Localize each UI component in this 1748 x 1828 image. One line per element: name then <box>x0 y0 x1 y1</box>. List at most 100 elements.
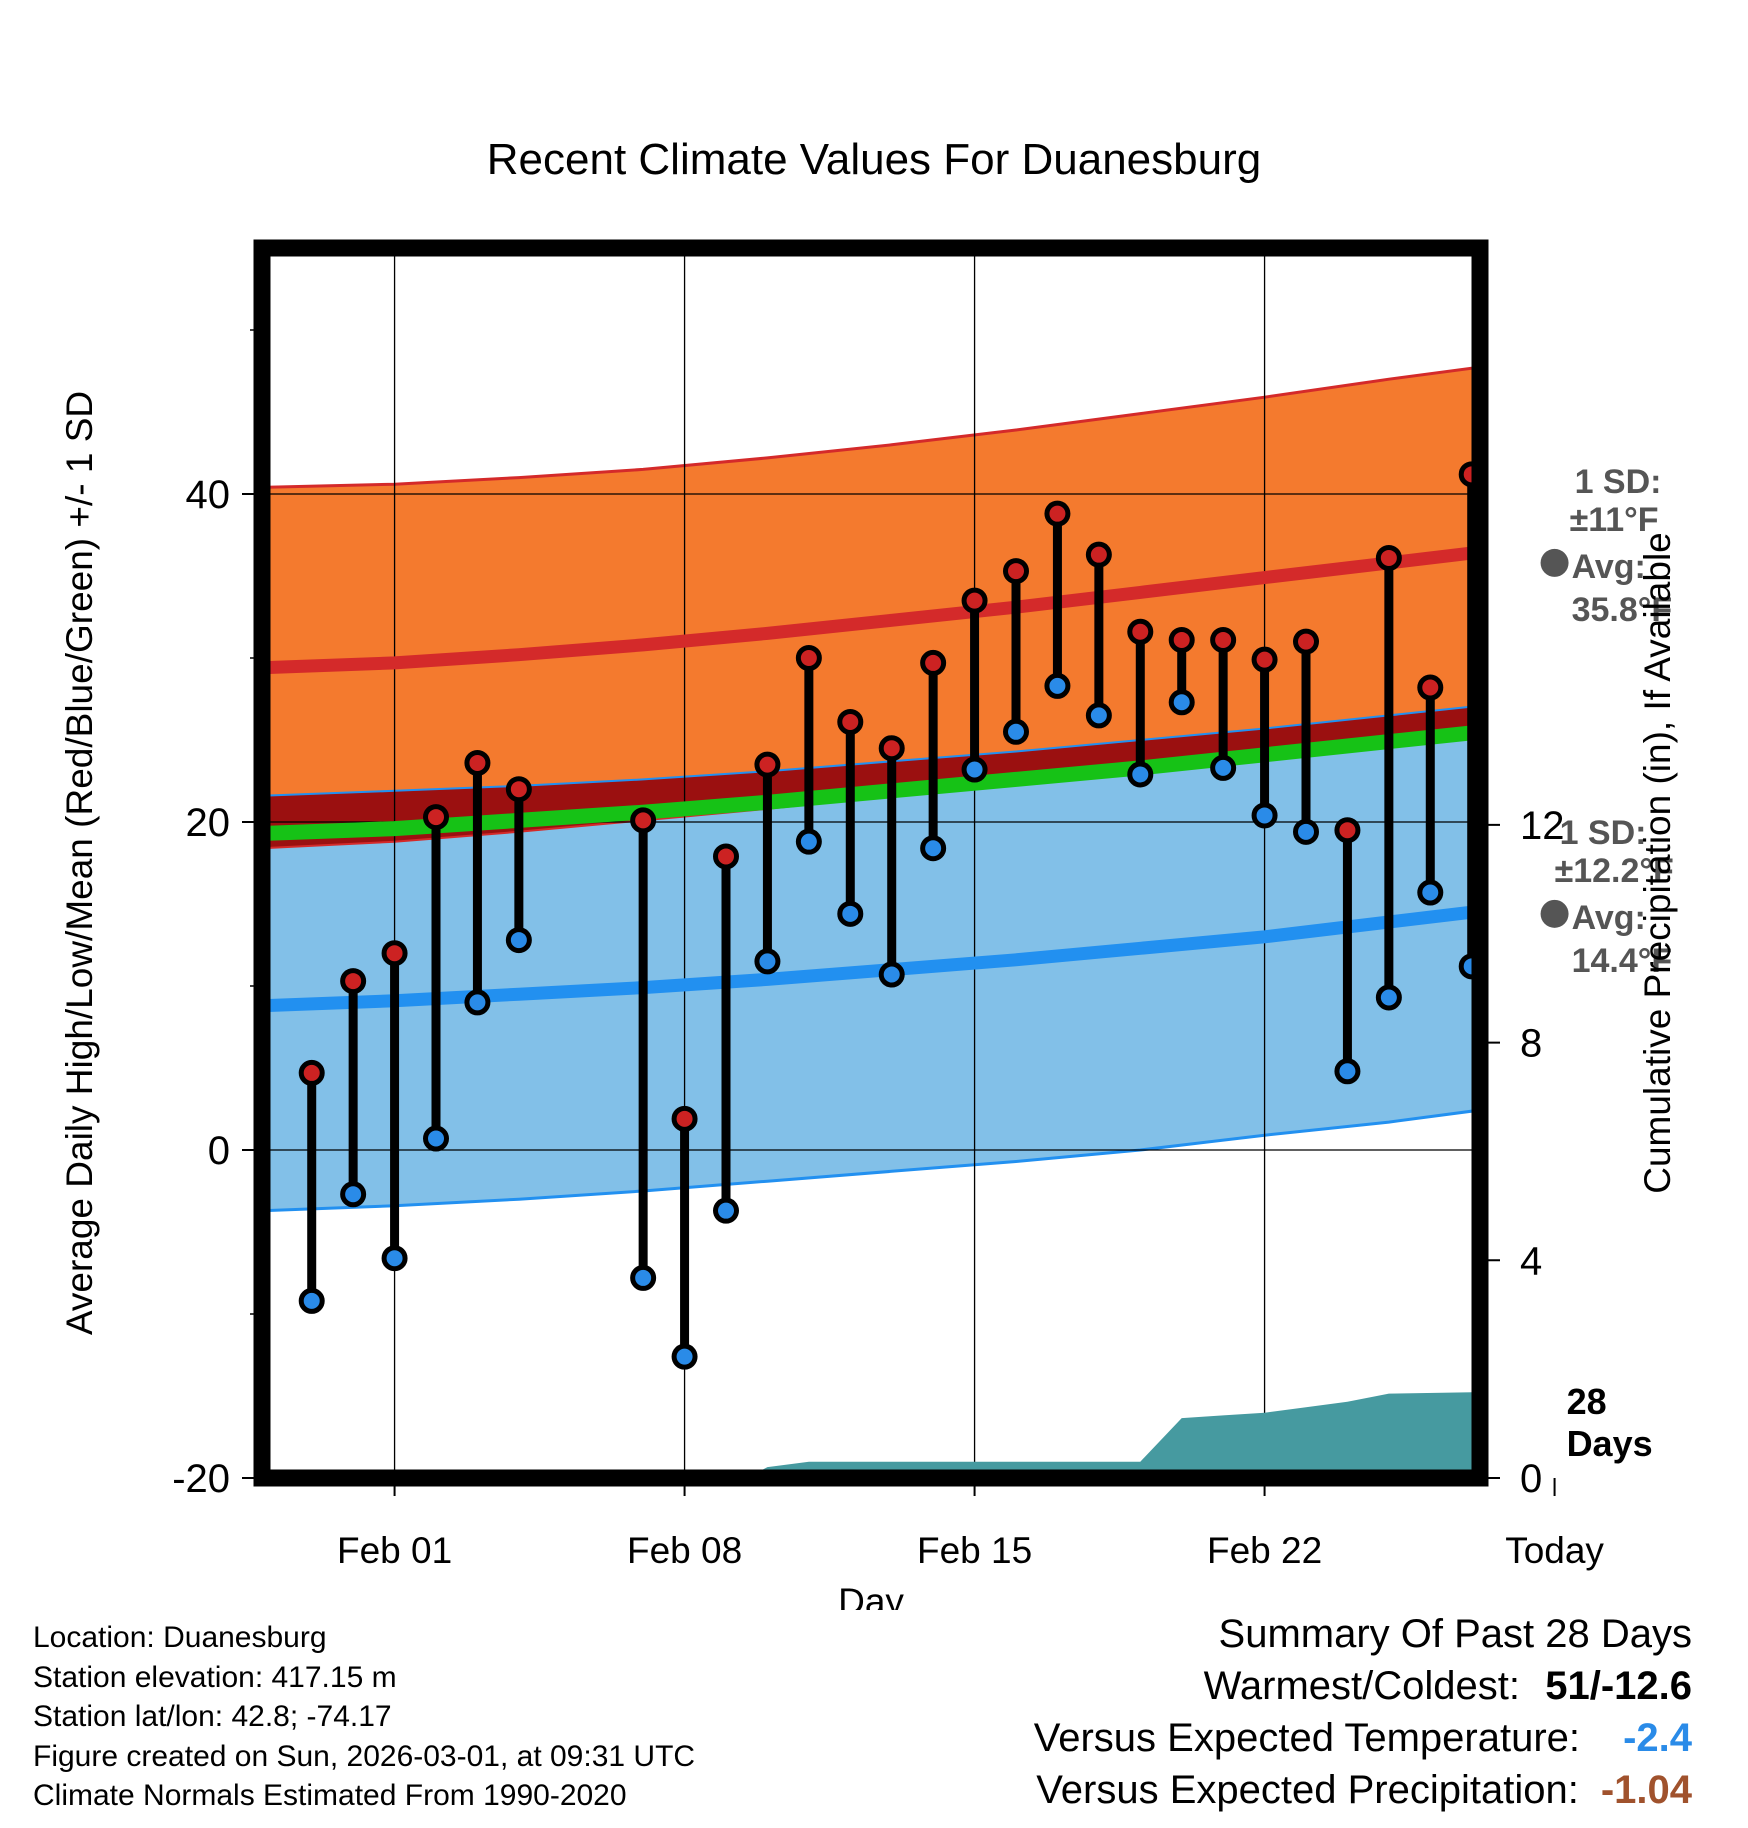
high-point <box>1168 626 1195 653</box>
temp-row: Versus Expected Temperature: -2.4 <box>1034 1712 1692 1764</box>
high-point <box>1503 303 1524 324</box>
climate-chart: Recent Climate Values For Duanesburg 1 S… <box>59 135 1678 1610</box>
high-point <box>340 968 367 995</box>
low-point <box>878 961 905 988</box>
high-point <box>1210 626 1237 653</box>
x-tick-label: Feb 08 <box>627 1530 742 1571</box>
low-point <box>1375 984 1402 1011</box>
high-point <box>1127 618 1154 645</box>
low-point <box>630 1264 657 1291</box>
low-point <box>1417 879 1444 906</box>
low-point <box>1503 764 1524 785</box>
days-count-text: 28 <box>1567 1381 1607 1422</box>
low-lower-edge <box>262 1108 1480 1213</box>
x-tick-label: Today <box>1505 1530 1604 1571</box>
low-point <box>1210 754 1237 781</box>
y-tick-label: 20 <box>186 801 231 845</box>
low-point <box>1127 761 1154 788</box>
high-sd-band <box>262 367 1480 849</box>
mean-normal-line <box>262 724 1480 841</box>
days-label-text: Days <box>1567 1423 1653 1464</box>
low-point <box>1334 1058 1361 1085</box>
y-tick-label: 0 <box>208 1129 230 1173</box>
annotation-text: ±12.2°F <box>1555 852 1674 890</box>
low-point <box>464 989 491 1016</box>
low-point <box>340 1181 367 1208</box>
annotation-text: 14.4°F <box>1572 942 1673 980</box>
elevation-text: Station elevation: 417.15 m <box>33 1660 397 1694</box>
annotation-text: 1 SD: <box>1575 463 1662 501</box>
y2-tick-label: 8 <box>1520 1022 1542 1066</box>
annotation-text: 35.8°F <box>1572 591 1673 629</box>
y-axis-label: Average Daily High/Low/Mean (Red/Blue/Gr… <box>59 391 100 1335</box>
normals-text: Climate Normals Estimated From 1990-2020 <box>33 1779 627 1812</box>
chart-title: Recent Climate Values For Duanesburg <box>487 135 1261 184</box>
high-point <box>464 749 491 776</box>
avg-marker <box>1540 899 1569 928</box>
low-point <box>1085 702 1112 729</box>
high-point <box>878 735 905 762</box>
high-upper-edge <box>262 365 1480 489</box>
low-point <box>713 1197 739 1224</box>
high-point <box>837 708 864 735</box>
precip-value: -1.04 <box>1600 1768 1692 1812</box>
low-point <box>423 1125 449 1152</box>
warmest-row: Warmest/Coldest: 51/-12.6 <box>1034 1660 1692 1712</box>
high-point <box>795 645 822 671</box>
low-point <box>920 835 947 862</box>
low-sd-band <box>262 705 1480 1211</box>
y-tick-label: 40 <box>186 473 231 517</box>
precip-row: Versus Expected Precipitation: -1.04 <box>1034 1764 1692 1816</box>
high-point <box>1085 541 1112 568</box>
low-point <box>961 756 988 783</box>
y-tick-label: -20 <box>172 1457 230 1501</box>
high-point <box>381 940 408 967</box>
low-point <box>298 1287 325 1314</box>
x-tick-label: Feb 22 <box>1207 1530 1322 1571</box>
precipitation-layer <box>262 1392 1480 1478</box>
plot-frame <box>253 239 1489 1487</box>
precip-area <box>262 1392 1480 1478</box>
high-point <box>1375 544 1402 571</box>
y2-axis-label: Cumulative Precipitation (in), If Availa… <box>1637 532 1678 1194</box>
high-point <box>1293 628 1319 655</box>
high-point <box>423 804 449 831</box>
created-text: Figure created on Sun, 2026-03-01, at 09… <box>33 1739 696 1773</box>
summary-panel: Summary Of Past 28 Days Warmest/Coldest:… <box>1034 1608 1692 1816</box>
precip-label: Versus Expected Precipitation: <box>1036 1768 1579 1812</box>
latlon-text: Station lat/lon: 42.8; -74.17 <box>33 1700 392 1733</box>
annotation-text: Avg: <box>1572 548 1646 586</box>
low-point <box>671 1343 698 1370</box>
annotation-text: Avg: <box>1572 899 1646 937</box>
annotation-text: ±11°F <box>1570 501 1659 539</box>
x-tick-label: Feb 15 <box>917 1530 1032 1571</box>
observations <box>298 303 1524 1370</box>
low-point <box>505 927 532 954</box>
high-point <box>1417 674 1444 701</box>
low-point <box>1003 718 1029 745</box>
high-point <box>920 649 947 676</box>
avg-marker <box>1540 548 1569 577</box>
low-point <box>837 900 864 927</box>
high-point <box>1044 500 1071 527</box>
low-point <box>1251 802 1278 829</box>
temp-value: -2.4 <box>1623 1716 1692 1760</box>
x-tick-label: Feb 01 <box>337 1530 452 1571</box>
high-normal-line <box>262 545 1480 675</box>
warmest-value: 51/-12.6 <box>1545 1664 1692 1708</box>
high-point <box>505 776 532 803</box>
low-point <box>1168 689 1195 716</box>
normal-lines <box>262 545 1480 1013</box>
low-normal-line <box>262 904 1480 1013</box>
high-point <box>1251 646 1278 673</box>
low-upper-edge <box>262 704 1480 797</box>
high-point <box>713 843 739 870</box>
normal-bands <box>262 365 1480 1213</box>
high-point <box>1334 817 1361 844</box>
temp-label: Versus Expected Temperature: <box>1033 1716 1580 1760</box>
high-point <box>961 587 988 614</box>
high-point <box>754 751 781 778</box>
low-point <box>381 1245 408 1272</box>
y2-tick-label: 0 <box>1520 1457 1542 1501</box>
